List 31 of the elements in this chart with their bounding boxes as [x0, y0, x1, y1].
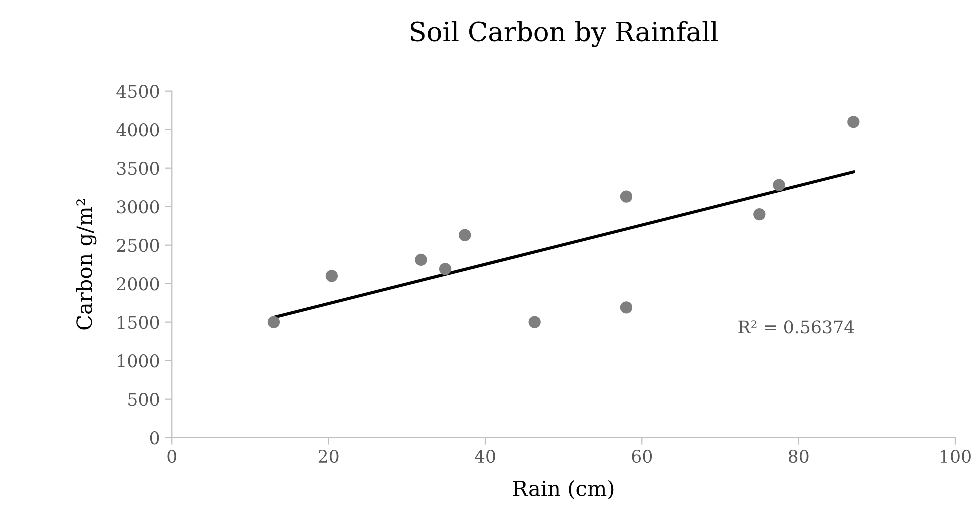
- y-tick-label: 4500: [116, 85, 160, 98]
- y-tick-label: 3000: [117, 200, 160, 214]
- point: [439, 263, 452, 276]
- y-tick-label: 3500: [117, 162, 160, 176]
- x-tick-label: 80: [788, 450, 809, 464]
- x-tick-label: 40: [474, 450, 496, 464]
- annotation: R² = 0.56374: [738, 320, 854, 334]
- y-tick-label: 0: [150, 432, 160, 445]
- point: [848, 116, 860, 128]
- x-tick-label: 100: [941, 450, 971, 464]
- x-tick-label: 60: [632, 450, 652, 464]
- point: [326, 270, 338, 282]
- point: [415, 254, 428, 266]
- y-tick-label: 2000: [117, 278, 160, 291]
- x-tick-label: 20: [318, 450, 339, 464]
- y-tick-label: 2500: [117, 239, 160, 252]
- point: [268, 316, 280, 328]
- y-tick-label: 1500: [118, 316, 160, 330]
- y-tick-label: 500: [128, 393, 160, 406]
- y-axis-title: Carbon g/m²: [76, 200, 97, 330]
- y-tick-label: 4000: [116, 124, 160, 137]
- point: [528, 316, 541, 328]
- point: [620, 302, 633, 314]
- point: [459, 229, 472, 242]
- point: [754, 208, 766, 221]
- y-tick-label: 1000: [118, 354, 160, 368]
- x-tick-label: 0: [168, 450, 176, 464]
- x-axis-title: Rain (cm): [513, 480, 614, 500]
- point: [620, 190, 633, 203]
- chart-title: Soil Carbon by Rainfall: [410, 21, 718, 48]
- point: [773, 179, 786, 192]
